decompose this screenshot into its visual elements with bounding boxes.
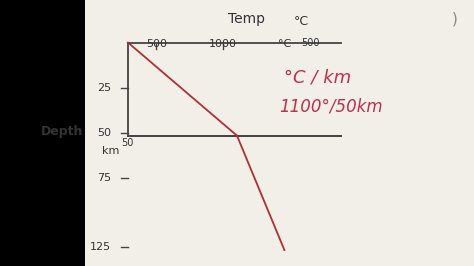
Text: °C: °C	[293, 15, 309, 28]
Text: 75: 75	[97, 173, 111, 183]
Text: 500: 500	[301, 38, 320, 48]
Text: 125: 125	[90, 242, 111, 252]
Text: 25: 25	[97, 83, 111, 93]
Text: 50: 50	[97, 128, 111, 138]
Text: ): )	[452, 11, 458, 26]
Text: 1100°/50km: 1100°/50km	[280, 97, 383, 115]
Text: Depth: Depth	[41, 125, 83, 138]
Text: Temp: Temp	[228, 12, 265, 26]
Text: 50: 50	[121, 138, 133, 148]
Bar	[0, 0, 85, 266]
Text: °C / km: °C / km	[284, 68, 352, 86]
Text: km: km	[102, 146, 119, 156]
Text: °C: °C	[278, 39, 291, 49]
Text: 500: 500	[146, 39, 167, 49]
Text: 1000: 1000	[209, 39, 237, 49]
